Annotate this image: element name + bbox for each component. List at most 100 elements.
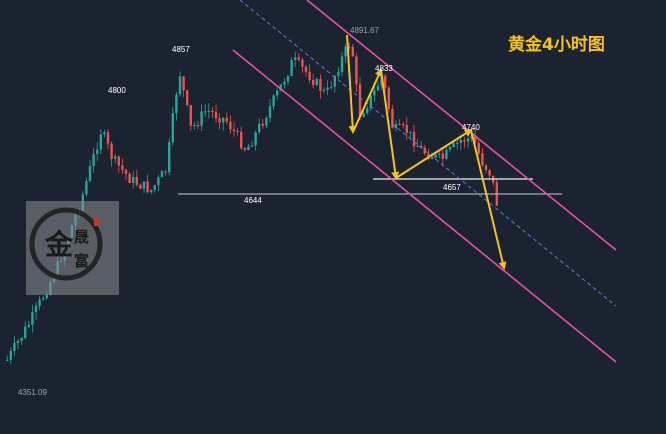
candle-body-63 [232, 129, 236, 132]
candle-body-106 [387, 87, 390, 109]
candle-body-24 [92, 153, 95, 167]
candle-body-118 [430, 157, 434, 159]
candle-body-9 [38, 299, 41, 306]
candle-body-73 [268, 106, 272, 118]
candle-body-26 [99, 134, 102, 150]
candle-body-5 [24, 326, 27, 338]
candle-body-81 [297, 57, 300, 60]
candle-body-119 [434, 154, 437, 158]
channel-upper-line [306, 0, 617, 251]
candle-body-60 [222, 117, 225, 123]
watermark-seal: 金 晟 富 [26, 201, 119, 295]
arrow-drop-1 [346, 34, 357, 134]
candle-body-102 [373, 90, 376, 96]
candle-body-74 [272, 95, 275, 107]
candle-body-86 [315, 78, 318, 86]
label-4857: 4857 [172, 45, 190, 54]
candle-body-3 [16, 340, 20, 343]
candle-body-64 [236, 131, 239, 133]
candle-body-90 [330, 86, 333, 88]
candle-body-35 [132, 176, 135, 183]
label-4740: 4740 [462, 123, 480, 132]
candle-body-29 [110, 143, 113, 159]
forecast-arrows [346, 34, 507, 270]
candle-body-66 [243, 148, 246, 151]
candle-body-43 [160, 171, 164, 178]
candle-body-83 [304, 66, 308, 72]
candle-body-25 [96, 149, 99, 154]
candle-body-110 [402, 124, 405, 126]
channel-lower-line [232, 49, 617, 363]
candle-body-97 [355, 56, 358, 85]
candle-body-37 [139, 184, 142, 189]
candle-body-4 [20, 337, 23, 341]
candle-body-91 [333, 75, 336, 87]
candle-body-122 [445, 149, 448, 159]
candle-body-132 [481, 153, 484, 166]
candle-body-1 [9, 350, 12, 360]
candle-body-54 [200, 111, 203, 126]
candle-body-76 [279, 84, 282, 91]
candle-body-133 [484, 165, 488, 170]
candle-body-44 [164, 171, 167, 173]
chart-title: 黄金4小时图 [508, 34, 605, 55]
arrow-rise-1 [352, 68, 383, 133]
seal-char-inner-1: 晟 [74, 228, 89, 246]
candle-body-103 [376, 85, 380, 91]
candle-body-28 [106, 132, 110, 144]
candle-body-111 [405, 125, 408, 133]
candle-body-105 [384, 75, 387, 88]
seal-char-outer: 金 [44, 228, 74, 261]
candle-body-57 [211, 110, 214, 113]
candle-body-100 [366, 108, 369, 114]
seal-red-dot [94, 218, 100, 226]
label-4800: 4800 [108, 86, 126, 95]
candle-body-77 [283, 81, 286, 85]
candle-body-53 [196, 125, 200, 127]
candle-body-129 [470, 135, 473, 139]
candle-body-96 [351, 46, 354, 57]
candle-body-127 [463, 139, 466, 142]
candle-body-92 [337, 72, 340, 76]
candle-body-124 [452, 142, 455, 147]
arrow-drop-2 [380, 69, 400, 180]
candle-body-99 [362, 113, 365, 117]
candle-body-95 [348, 46, 351, 48]
candle-body-36 [135, 176, 138, 185]
candle-body-2 [13, 342, 16, 351]
label-4644: 4644 [244, 196, 262, 205]
candle-body-88 [322, 89, 326, 91]
candle-body-128 [466, 138, 470, 142]
channel-midline [239, 0, 617, 307]
candle-body-108 [394, 124, 398, 128]
candle-body-23 [88, 166, 92, 182]
candle-body-67 [247, 146, 250, 151]
candle-body-98 [358, 84, 362, 117]
label-4833: 4833 [375, 64, 393, 73]
candle-body-120 [438, 153, 441, 155]
candle-body-82 [301, 59, 304, 67]
candle-body-7 [31, 312, 34, 325]
candle-body-31 [117, 156, 120, 166]
candle-body-22 [85, 181, 88, 195]
candle-body-11 [45, 294, 48, 299]
candle-body-61 [225, 117, 228, 122]
candle-body-112 [409, 131, 412, 133]
candle-body-109 [398, 124, 401, 126]
candle-body-94 [344, 46, 347, 57]
candle-body-114 [416, 146, 419, 148]
candle-body-130 [474, 135, 477, 144]
candle-body-85 [312, 80, 315, 86]
candle-body-32 [121, 165, 124, 170]
arrow-drop-3 [470, 129, 507, 270]
candle-body-30 [114, 156, 117, 159]
candle-body-45 [168, 142, 171, 173]
candle-body-71 [261, 123, 264, 126]
candle-body-59 [218, 118, 221, 123]
candle-body-84 [308, 71, 311, 81]
candle-body-6 [27, 324, 30, 327]
candle-body-58 [214, 112, 218, 119]
candle-body-49 [182, 76, 185, 91]
candle-body-48 [178, 76, 182, 95]
candle-body-72 [265, 117, 268, 126]
